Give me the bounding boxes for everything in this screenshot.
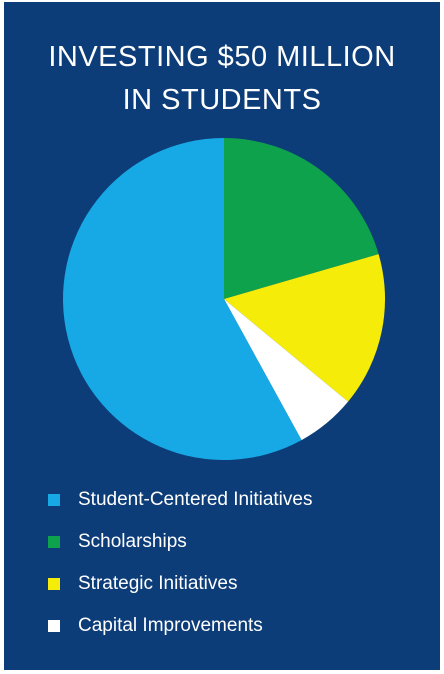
legend-label-strategic: Strategic Initiatives [78, 572, 238, 594]
pie-slice-strategic [224, 254, 385, 402]
pie-slice-student-centered [63, 138, 302, 460]
chart-title: INVESTING $50 MILLION IN STUDENTS [4, 36, 440, 122]
legend: Student-Centered Initiatives Scholarship… [48, 486, 312, 654]
infographic-card: INVESTING $50 MILLION IN STUDENTS Studen… [4, 2, 440, 670]
pie-chart [63, 138, 385, 460]
legend-label-scholarships: Scholarships [78, 530, 187, 552]
title-line-1: INVESTING $50 MILLION [48, 41, 396, 73]
pie-slice-scholarships [224, 138, 379, 299]
legend-label-capital: Capital Improvements [78, 614, 263, 636]
legend-swatch-strategic [48, 577, 60, 590]
legend-item-capital: Capital Improvements [48, 612, 312, 639]
title-line-2: IN STUDENTS [122, 84, 322, 116]
legend-swatch-scholarships [48, 535, 60, 548]
legend-label-student-centered: Student-Centered Initiatives [78, 488, 313, 510]
legend-swatch-capital [48, 619, 60, 632]
legend-item-scholarships: Scholarships [48, 528, 312, 555]
legend-item-student-centered: Student-Centered Initiatives [48, 486, 312, 513]
legend-item-strategic: Strategic Initiatives [48, 570, 312, 597]
legend-swatch-student-centered [48, 493, 60, 506]
pie-slice-capital [224, 299, 349, 441]
